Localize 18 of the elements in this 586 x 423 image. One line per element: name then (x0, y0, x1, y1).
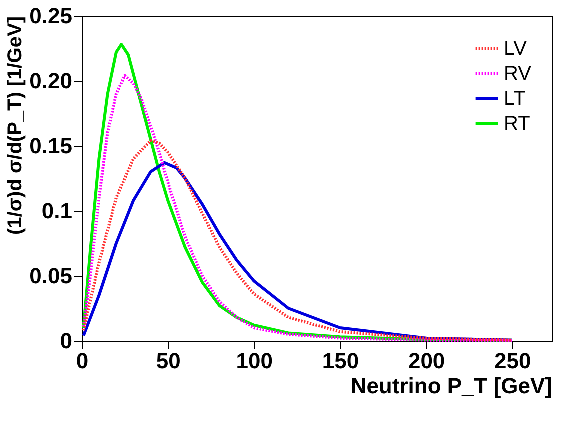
legend-label: LT (504, 88, 526, 110)
legend-label: RT (504, 113, 530, 135)
x-tick-label: 150 (322, 348, 360, 374)
y-tick-label: 0.05 (30, 264, 72, 288)
x-axis-title: Neutrino P_T [GeV] (350, 374, 552, 398)
x-tick-label: 50 (156, 348, 181, 374)
y-axis-title: (1/σ)d σ/d(P_T) [1/GeV] (4, 16, 27, 235)
legend-label: LV (504, 38, 528, 60)
legend-label: RV (504, 63, 532, 85)
x-tick-label: 200 (408, 348, 446, 374)
y-tick-label: 0.25 (30, 4, 72, 28)
y-tick-label: 0.15 (30, 134, 72, 158)
x-tick-label: 0 (76, 348, 89, 374)
y-tick-label: 0 (60, 328, 72, 354)
y-tick-label: 0.20 (30, 68, 72, 94)
y-tick-label: 0.1 (42, 198, 72, 224)
x-tick-label: 250 (494, 348, 532, 374)
x-tick-label: 100 (236, 348, 274, 374)
